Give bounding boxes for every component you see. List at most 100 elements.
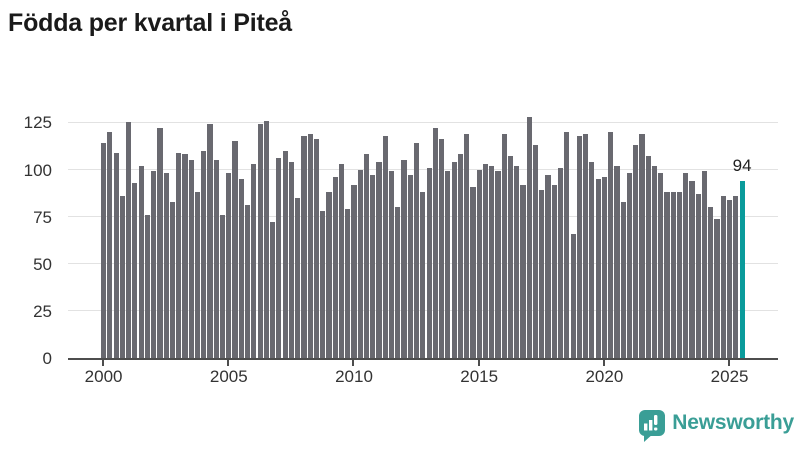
bar: [727, 199, 733, 358]
bar: [614, 165, 620, 358]
x-tick-label: 2015: [460, 367, 499, 386]
y-tick-label: 100: [23, 160, 52, 180]
bar: [633, 145, 639, 358]
bar: [376, 162, 382, 358]
bar: [720, 195, 726, 358]
bar: [714, 218, 720, 358]
y-tick-label: 25: [33, 301, 52, 321]
bar: [539, 190, 545, 358]
bar: [276, 158, 282, 358]
bar: [620, 201, 626, 358]
x-tick-label: 2025: [710, 367, 749, 386]
bar: [345, 209, 351, 358]
bar: [451, 162, 457, 358]
x-axis-tick: [602, 360, 605, 366]
bar: [545, 175, 551, 358]
bar: [576, 135, 582, 358]
bar: [295, 197, 301, 358]
bar: [639, 133, 645, 358]
y-tick-label: 75: [33, 207, 52, 227]
bar: [557, 167, 564, 358]
bar: [683, 173, 689, 358]
bar: [651, 165, 658, 358]
bar: [439, 139, 445, 358]
bar: [382, 135, 388, 358]
bar: [157, 128, 163, 358]
chart-title: Födda per kvartal i Piteå: [8, 9, 292, 37]
x-tick-label: 2005: [209, 367, 248, 386]
y-tick-label: 125: [23, 113, 52, 133]
highlight-value-label: 94: [732, 155, 752, 175]
newsworthy-wordmark: Newsworthy: [672, 411, 794, 434]
x-axis-tick: [102, 360, 104, 366]
bar: [645, 156, 651, 358]
bar: [495, 171, 501, 358]
bar: [101, 143, 107, 358]
bar: [532, 145, 539, 358]
bar: [107, 131, 113, 358]
x-tick-label: 2020: [585, 367, 624, 386]
bar: [564, 131, 570, 358]
bar: [395, 207, 401, 358]
bar: [482, 163, 489, 358]
bar: [151, 171, 157, 358]
bar: [219, 214, 226, 358]
bar: [307, 133, 313, 358]
bar: [263, 120, 269, 358]
bar: [163, 173, 169, 358]
bar: [589, 162, 595, 358]
bar: [301, 135, 307, 358]
bar: [270, 222, 276, 358]
bar: [501, 133, 507, 358]
newsworthy-logo[interactable]: Newsworthy: [638, 409, 794, 443]
plot-area: 0 25 50 75 100 125 2000 2005 2010 2015 2020 2025 94: [24, 113, 778, 386]
bar: [320, 211, 326, 358]
bar: [401, 160, 407, 358]
bar: [626, 173, 633, 358]
bar: [326, 192, 332, 358]
bar: [507, 156, 514, 358]
bar: [357, 169, 363, 358]
bar: [608, 131, 614, 358]
bar: [670, 192, 676, 358]
bar: [432, 128, 438, 358]
bar: [476, 169, 482, 358]
bar: [332, 177, 338, 358]
bar: [138, 165, 144, 358]
bar: [520, 184, 526, 358]
bar: [370, 175, 376, 358]
bar: [601, 177, 607, 358]
bar: [232, 141, 238, 358]
x-axis-tick: [728, 360, 730, 366]
bar: [119, 195, 125, 358]
bar: [169, 201, 176, 358]
bar: [288, 162, 294, 358]
bar: [551, 184, 557, 358]
bar: [570, 233, 576, 358]
bar: [514, 165, 520, 358]
newsworthy-bubble-icon: [639, 410, 666, 442]
bar: [407, 175, 413, 358]
bar: [595, 178, 601, 358]
bar: [426, 167, 432, 358]
highlight-bar: [739, 180, 745, 358]
bar: [132, 182, 138, 358]
bar: [583, 133, 589, 358]
bar: [188, 160, 194, 358]
bar: [695, 194, 701, 358]
bar: [251, 163, 257, 358]
bar: [420, 192, 426, 358]
bar: [414, 143, 420, 358]
bar: [282, 150, 288, 358]
bar: [664, 192, 670, 358]
bar: [338, 163, 345, 358]
x-axis-tick: [352, 360, 355, 366]
x-tick-label: 2010: [335, 367, 373, 386]
bar: [182, 154, 188, 358]
y-tick-label: 50: [33, 254, 52, 274]
bar: [689, 180, 695, 358]
bar: [238, 178, 244, 358]
x-tick-label: 2000: [84, 367, 123, 386]
y-tick-label: 0: [42, 349, 52, 368]
bar: [226, 173, 232, 358]
